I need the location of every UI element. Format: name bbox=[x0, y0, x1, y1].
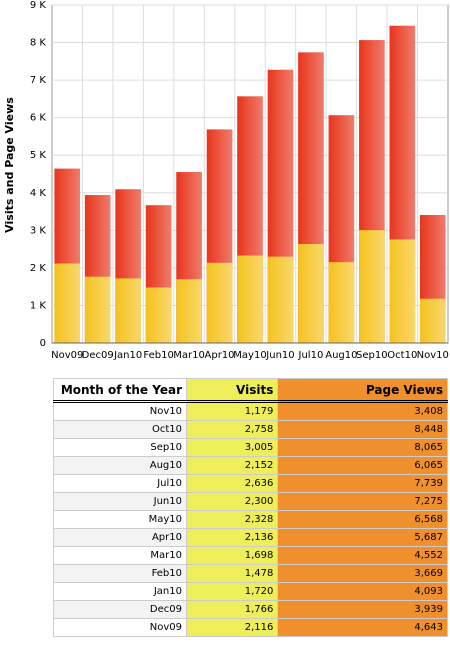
table-cell: 8,448 bbox=[277, 420, 448, 439]
table-row: Jan10 1,720 4,093 bbox=[53, 582, 448, 601]
table-cell: 1,720 bbox=[185, 582, 279, 601]
table-cell: 4,552 bbox=[277, 546, 448, 565]
bar-shine bbox=[145, 287, 172, 343]
table-row: Feb10 1,478 3,669 bbox=[53, 564, 448, 583]
y-tick-label: 2 K bbox=[30, 263, 47, 274]
table-cell: Mar10 bbox=[53, 546, 187, 565]
table-cell: Apr10 bbox=[53, 528, 187, 547]
x-tick-label: Dec09 bbox=[82, 350, 114, 361]
x-tick-label: Mar10 bbox=[173, 350, 205, 361]
table-row: Aug10 2,152 6,065 bbox=[53, 456, 448, 475]
table-cell: 2,300 bbox=[185, 492, 279, 511]
table-cell: 6,065 bbox=[277, 456, 448, 475]
table-cell: Nov09 bbox=[53, 618, 187, 637]
y-tick-label: 4 K bbox=[30, 188, 47, 199]
column-header: Month of the Year bbox=[53, 378, 187, 403]
y-tick-label: 9 K bbox=[30, 0, 47, 11]
table-row: Jul10 2,636 7,739 bbox=[53, 474, 448, 493]
y-tick-label: 1 K bbox=[30, 300, 47, 311]
table-cell: 2,136 bbox=[185, 528, 279, 547]
x-tick-label: Oct10 bbox=[387, 350, 417, 361]
table-cell: 1,766 bbox=[185, 600, 279, 619]
chart: Visits and Page Views 0 1 K 2 K 3 K 4 K 5 K 6 … bbox=[3, 0, 449, 361]
y-tick-label: 8 K bbox=[30, 38, 47, 49]
table-row: Dec09 1,766 3,939 bbox=[53, 600, 448, 619]
table-cell: Nov10 bbox=[53, 401, 187, 421]
table-cell: 2,116 bbox=[185, 618, 279, 637]
y-tick-label: 3 K bbox=[30, 225, 47, 236]
bar-shine bbox=[419, 298, 446, 343]
table-row: Sep10 3,005 8,065 bbox=[53, 438, 448, 457]
table-cell: 3,669 bbox=[277, 564, 448, 583]
bar-shine bbox=[298, 244, 324, 343]
table-cell: Feb10 bbox=[53, 564, 187, 583]
table-cell: May10 bbox=[53, 510, 187, 529]
table-cell: Aug10 bbox=[53, 456, 187, 475]
table-cell: 2,152 bbox=[185, 456, 279, 475]
table-cell: 7,275 bbox=[277, 492, 448, 511]
table-cell: 3,408 bbox=[277, 401, 448, 421]
bar-shine bbox=[328, 262, 355, 343]
table-cell: 1,478 bbox=[185, 564, 279, 583]
table-cell: 2,636 bbox=[185, 474, 279, 493]
table-cell: 2,758 bbox=[185, 420, 279, 439]
table-cell: 7,739 bbox=[277, 474, 448, 493]
table-cell: 1,179 bbox=[185, 401, 279, 421]
table-row: Nov09 2,116 4,643 bbox=[53, 618, 448, 637]
table-cell: 2,328 bbox=[185, 510, 279, 529]
bar-shine bbox=[206, 262, 233, 343]
x-tick-label: Jul10 bbox=[298, 350, 324, 361]
column-header: Visits bbox=[185, 378, 279, 403]
x-tick-label: Feb10 bbox=[143, 350, 173, 361]
y-tick-label: 0 bbox=[40, 338, 46, 349]
bar-shine bbox=[176, 279, 202, 343]
x-tick-label: Jan10 bbox=[113, 350, 142, 361]
bar-shine bbox=[237, 255, 263, 343]
x-tick-label: Apr10 bbox=[205, 350, 235, 361]
table-cell: 3,939 bbox=[277, 600, 448, 619]
table-row: Jun10 2,300 7,275 bbox=[53, 492, 448, 511]
table-cell: 4,093 bbox=[277, 582, 448, 601]
table-body: Nov10 1,179 3,408 Oct10 2,758 8,448 Sep10 3,005… bbox=[53, 401, 448, 637]
column-header: Page Views bbox=[277, 378, 448, 403]
table-cell: 4,643 bbox=[277, 618, 448, 637]
y-tick-label: 7 K bbox=[30, 75, 47, 86]
bar-shine bbox=[267, 256, 294, 343]
bar-shine bbox=[115, 278, 141, 343]
bar-shine bbox=[54, 263, 81, 343]
table-cell: Jul10 bbox=[53, 474, 187, 493]
header-row: Month of the Year Visits Page Views bbox=[53, 378, 448, 403]
table-cell: Sep10 bbox=[53, 438, 187, 457]
x-tick-label: Nov10 bbox=[417, 350, 449, 361]
table-row: Mar10 1,698 4,552 bbox=[53, 546, 448, 565]
table-row: Oct10 2,758 8,448 bbox=[53, 420, 448, 439]
table-cell: 3,005 bbox=[185, 438, 279, 457]
table-cell: Jun10 bbox=[53, 492, 187, 511]
table-cell: Dec09 bbox=[53, 600, 187, 619]
x-tick-label: Jun10 bbox=[265, 350, 294, 361]
bar-shine bbox=[84, 276, 111, 343]
table-row: Nov10 1,179 3,408 bbox=[53, 401, 448, 421]
table-row: May10 2,328 6,568 bbox=[53, 510, 448, 529]
table-cell: 8,065 bbox=[277, 438, 448, 457]
y-tick-label: 5 K bbox=[30, 150, 47, 161]
bar-shine bbox=[359, 230, 385, 343]
bar-shine bbox=[389, 239, 416, 343]
data-table: Month of the Year Visits Page Views Nov10 1,… bbox=[53, 378, 448, 637]
table-cell: 5,687 bbox=[277, 528, 448, 547]
table-row: Apr10 2,136 5,687 bbox=[53, 528, 448, 547]
x-tick-label: Sep10 bbox=[356, 350, 388, 361]
x-tick-label: Nov09 bbox=[51, 350, 83, 361]
y-tick-label: 6 K bbox=[30, 113, 47, 124]
table-cell: 6,568 bbox=[277, 510, 448, 529]
table-cell: Jan10 bbox=[53, 582, 187, 601]
table-cell: 1,698 bbox=[185, 546, 279, 565]
x-tick-label: Aug10 bbox=[325, 350, 357, 361]
y-axis-label: Visits and Page Views bbox=[3, 97, 16, 233]
table-cell: Oct10 bbox=[53, 420, 187, 439]
x-tick-label: May10 bbox=[233, 350, 266, 361]
